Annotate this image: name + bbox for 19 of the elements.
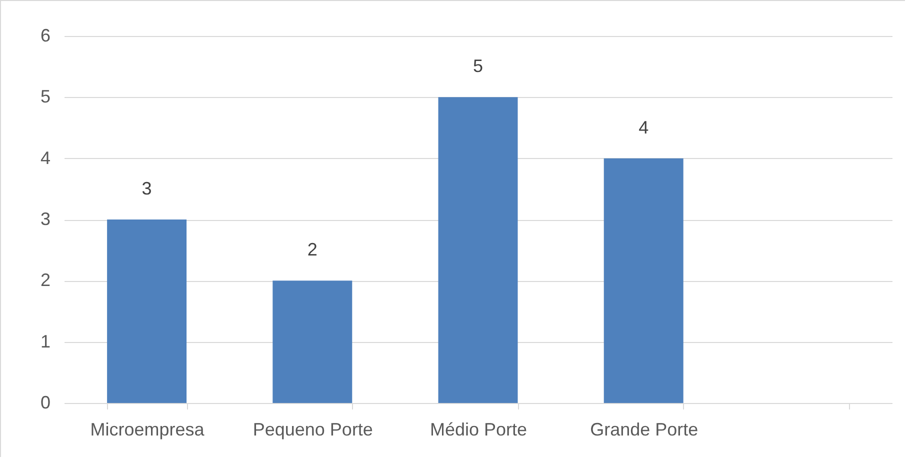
y-tick-label: 2 xyxy=(40,270,50,290)
x-tick-label: Microempresa xyxy=(90,420,206,440)
y-tick-label: 3 xyxy=(40,209,50,229)
y-tick-label: 4 xyxy=(40,148,50,168)
x-tick-label: Pequeno Porte xyxy=(252,420,373,440)
data-label: 4 xyxy=(638,117,649,138)
bar xyxy=(107,220,187,403)
data-label: 3 xyxy=(142,178,152,198)
data-label: 5 xyxy=(472,56,484,76)
y-tick-label: 1 xyxy=(40,331,50,352)
x-tick-label: Grande Porte xyxy=(590,420,698,440)
bar xyxy=(604,158,684,403)
y-tick-label: 6 xyxy=(40,26,50,46)
y-tick-label: 0 xyxy=(40,392,50,412)
y-tick-label: 5 xyxy=(40,86,50,107)
x-tick-label: Médio Porte xyxy=(430,420,528,440)
data-label: 2 xyxy=(307,240,318,260)
bar xyxy=(272,280,352,403)
bar xyxy=(438,97,518,403)
